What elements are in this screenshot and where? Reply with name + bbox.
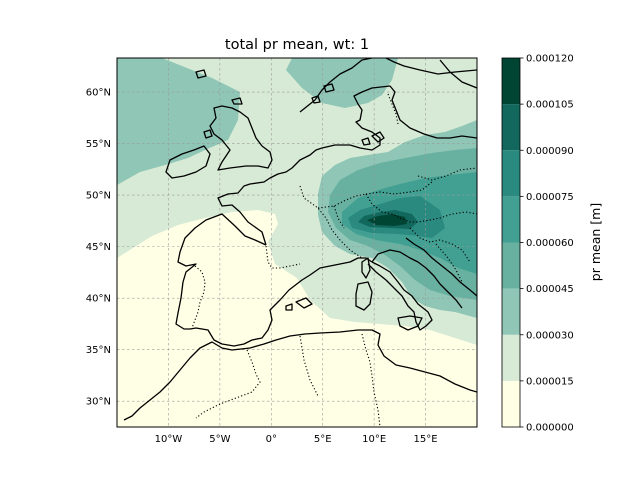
colorbar-segment — [502, 196, 520, 243]
lat-tick-label: 50°N — [86, 191, 111, 202]
lon-tick-label: 15°E — [414, 434, 438, 445]
colorbar-tick-label: 0.000000 — [526, 423, 574, 434]
colorbar-segment — [502, 380, 520, 427]
lat-tick-label: 45°N — [86, 242, 111, 253]
colorbar-segment — [502, 104, 520, 151]
colorbar-tick-label: 0.000075 — [526, 192, 574, 203]
level-2-north — [286, 58, 398, 108]
country-borders — [191, 93, 477, 427]
lon-tick-label: 5°E — [314, 434, 332, 445]
lon-tick-label: 0° — [266, 434, 277, 445]
colorbar-label: pr mean [m] — [588, 203, 603, 281]
colorbar-tick-label: 0.000045 — [526, 284, 574, 295]
colorbar-segment — [502, 242, 520, 289]
colorbar-tick-label: 0.000105 — [526, 100, 574, 111]
chart-title: total pr mean, wt: 1 — [225, 37, 369, 53]
colorbar-tick-labels: 0.000000 0.000015 0.000030 0.000045 0.000060… — [520, 54, 574, 434]
lat-tick-labels: 30°N 35°N 40°N 45°N 50°N 55°N 60°N — [86, 88, 111, 408]
lat-tick-label: 30°N — [86, 397, 111, 408]
level-2-west — [117, 58, 240, 185]
lat-tick-label: 55°N — [86, 139, 111, 150]
colorbar — [502, 58, 520, 427]
map-frame — [116, 57, 478, 428]
colorbar-segment — [502, 150, 520, 197]
colorbar-segment — [502, 58, 520, 105]
colorbar-tick-label: 0.000090 — [526, 146, 574, 157]
map-panel — [117, 58, 477, 427]
colorbar-tick-label: 0.000030 — [526, 330, 574, 341]
colorbar-segment — [502, 334, 520, 381]
lat-tick-label: 35°N — [86, 345, 111, 356]
lon-tick-label: 5°W — [209, 434, 230, 445]
level-7 — [367, 214, 407, 226]
lat-tick-label: 40°N — [86, 294, 111, 305]
gridlines — [117, 58, 477, 427]
lon-tick-label: 10°W — [155, 434, 183, 445]
colorbar-tick-label: 0.000120 — [526, 54, 574, 65]
coastlines — [123, 58, 477, 421]
colorbar-tick-label: 0.000015 — [526, 376, 574, 387]
colorbar-tick-label: 0.000060 — [526, 238, 574, 249]
lon-tick-labels: 10°W 5°W 0° 5°E 10°E 15°E — [155, 434, 438, 445]
colorbar-segment — [502, 288, 520, 335]
lon-tick-label: 10°E — [362, 434, 386, 445]
lat-tick-label: 60°N — [86, 88, 111, 99]
